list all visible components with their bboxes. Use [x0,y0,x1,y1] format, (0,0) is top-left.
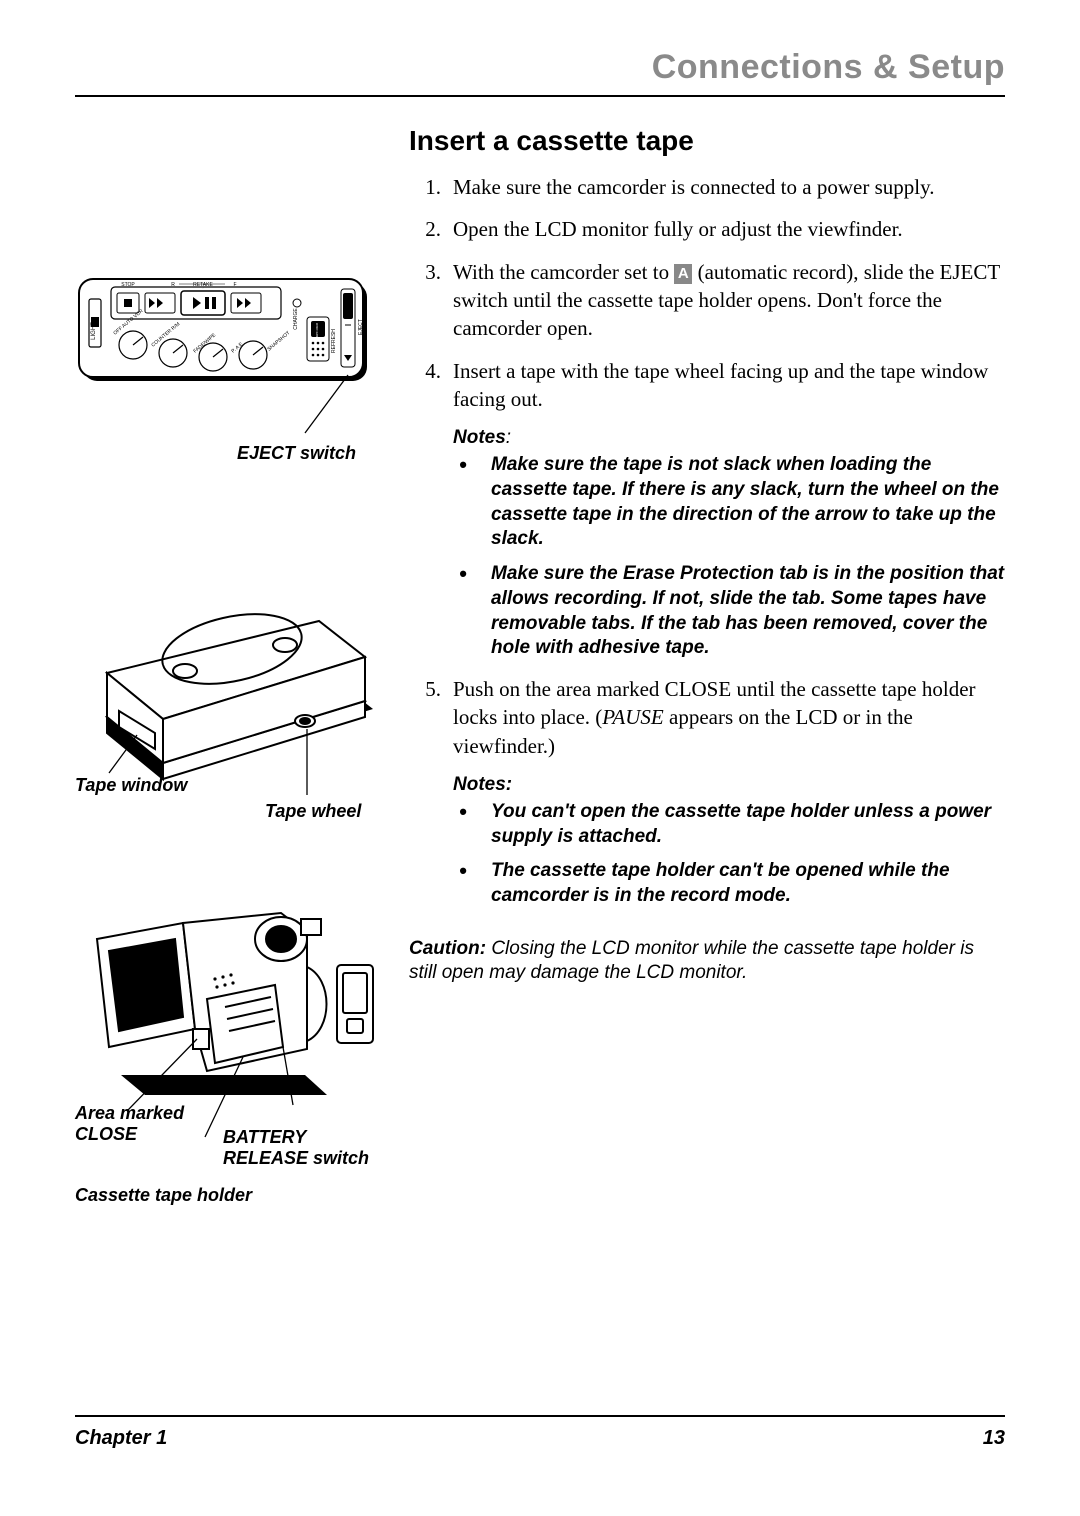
label-area-close-l1: Area marked [75,1103,184,1123]
header-title: Connections & Setup [652,48,1005,86]
label-battery-l2: RELEASE switch [223,1148,369,1168]
notes2-item-2: The cassette tape holder can't be opened… [453,859,1005,908]
svg-text:RECORD: RECORD [315,322,319,337]
figure-control-panel: LIGHT / [75,275,385,535]
svg-text:F: F [233,282,236,288]
label-battery-release: BATTERY RELEASE switch [223,1127,369,1168]
step-2: Open the LCD monitor fully or adjust the… [409,215,1005,243]
label-cassette-holder: Cassette tape holder [75,1185,252,1206]
footer-page: 13 [983,1427,1005,1450]
svg-text:REFRESH: REFRESH [331,329,337,353]
notes1-colon: : [506,427,511,448]
figure-cassette: Tape window Tape wheel [75,553,385,853]
step-5: Push on the area marked CLOSE until the … [409,675,1005,760]
step-3-text-a: With the camcorder set to [453,260,674,284]
label-tape-wheel: Tape wheel [265,801,361,822]
caution-label: Caution: [409,938,486,959]
section-title: Insert a cassette tape [409,125,1005,157]
notes-block-2: Notes: You can't open the cassette tape … [409,774,1005,909]
notes2-label: Notes: [453,774,1005,796]
auto-mode-icon: A [674,264,692,284]
caution-text: Closing the LCD monitor while the casset… [409,938,974,984]
control-panel-diagram: LIGHT / [75,275,375,435]
footer: Chapter 1 13 [75,1415,1005,1450]
caution-paragraph: Caution: Closing the LCD monitor while t… [409,937,1005,986]
figure-camcorder: Area marked CLOSE BATTERY RELEASE switch… [75,879,385,1249]
camcorder-diagram [75,879,385,1139]
text-column: Insert a cassette tape Make sure the cam… [409,125,1005,1249]
label-area-close-l2: CLOSE [75,1124,137,1144]
notes1-list: Make sure the tape is not slack when loa… [453,453,1005,661]
step-1: Make sure the camcorder is connected to … [409,173,1005,201]
step-3: With the camcorder set to A (automatic r… [409,258,1005,343]
steps-list: Make sure the camcorder is connected to … [409,173,1005,413]
cassette-diagram [75,553,385,813]
notes1-item-1: Make sure the tape is not slack when loa… [453,453,1005,552]
figures-column: LIGHT / [75,125,385,1249]
notes1-item-2: Make sure the Erase Protection tab is in… [453,562,1005,661]
step-4: Insert a tape with the tape wheel facing… [409,357,1005,414]
svg-text:RETAKE: RETAKE [193,282,213,288]
header-rule: Connections & Setup [75,48,1005,97]
content-row: LIGHT / [75,125,1005,1249]
svg-text:EJECT: EJECT [358,319,364,335]
svg-text:R: R [171,282,175,288]
panel-label-light: LIGHT [91,322,97,340]
label-battery-l1: BATTERY [223,1127,306,1147]
svg-text:CHARGE: CHARGE [293,308,299,330]
label-tape-window: Tape window [75,775,187,796]
label-eject-switch: EJECT switch [237,443,356,464]
step-5-pause: PAUSE [602,705,663,729]
notes1-label: Notes: [453,427,1005,449]
notes2-item-1: You can't open the cassette tape holder … [453,800,1005,849]
notes-block-1: Notes: Make sure the tape is not slack w… [409,427,1005,661]
notes1-label-text: Notes [453,427,506,448]
svg-text:STOP: STOP [121,282,135,288]
label-area-close: Area marked CLOSE [75,1103,184,1144]
footer-chapter: Chapter 1 [75,1427,167,1450]
page: Connections & Setup LIGHT [0,0,1080,1516]
notes2-list: You can't open the cassette tape holder … [453,800,1005,909]
steps-list-2: Push on the area marked CLOSE until the … [409,675,1005,760]
